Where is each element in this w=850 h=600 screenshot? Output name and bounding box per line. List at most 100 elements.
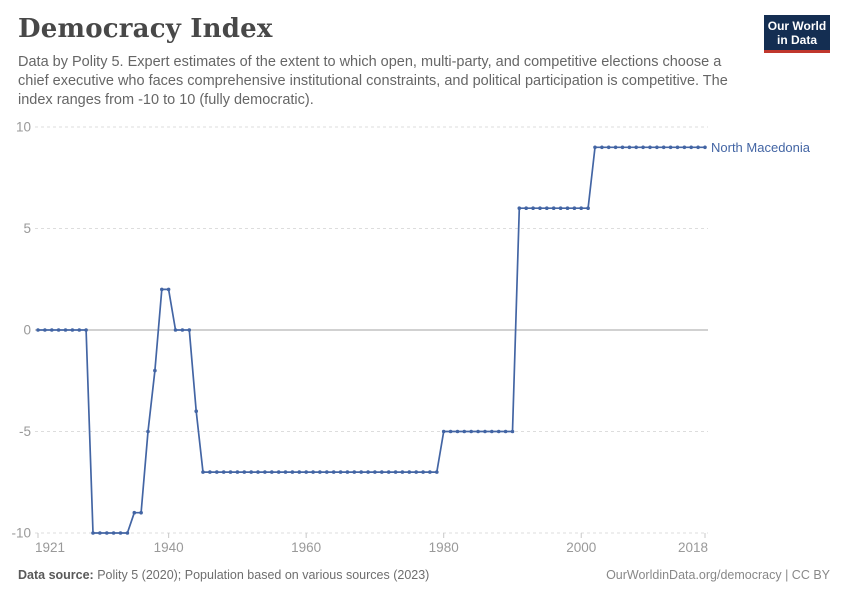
data-point[interactable] <box>166 287 171 292</box>
data-point[interactable] <box>606 145 611 150</box>
data-point[interactable] <box>483 429 487 434</box>
data-point[interactable] <box>586 206 590 210</box>
data-point[interactable] <box>276 470 281 474</box>
data-point[interactable] <box>221 470 226 474</box>
data-point[interactable] <box>43 328 47 332</box>
data-point[interactable] <box>290 470 295 474</box>
data-point[interactable] <box>675 145 680 150</box>
entity-label[interactable]: North Macedonia <box>711 140 811 155</box>
data-point[interactable] <box>84 328 88 332</box>
data-point[interactable] <box>331 470 336 474</box>
data-point[interactable] <box>105 531 109 535</box>
data-point[interactable] <box>558 206 563 210</box>
data-point[interactable] <box>235 470 240 474</box>
data-point[interactable] <box>187 328 192 332</box>
data-point[interactable] <box>283 470 288 474</box>
data-point[interactable] <box>153 368 157 373</box>
data-point[interactable] <box>435 470 439 474</box>
data-point[interactable] <box>524 206 528 210</box>
data-point[interactable] <box>180 328 185 332</box>
data-point[interactable] <box>215 470 219 474</box>
data-point[interactable] <box>565 206 570 210</box>
data-line[interactable] <box>38 146 705 534</box>
data-point[interactable] <box>318 470 322 474</box>
data-point[interactable] <box>91 531 95 535</box>
data-point[interactable] <box>476 429 480 434</box>
data-point[interactable] <box>572 206 577 210</box>
data-point[interactable] <box>297 470 302 474</box>
data-point[interactable] <box>648 145 652 150</box>
data-point[interactable] <box>380 470 384 474</box>
data-point[interactable] <box>400 470 405 474</box>
data-point[interactable] <box>139 510 143 515</box>
data-point[interactable] <box>366 470 370 474</box>
data-point[interactable] <box>311 470 315 474</box>
credit-link[interactable]: OurWorldinData.org/democracy | CC BY <box>606 568 830 582</box>
data-point[interactable] <box>304 470 309 474</box>
data-point[interactable] <box>655 145 659 150</box>
data-point[interactable] <box>627 145 632 150</box>
data-point[interactable] <box>359 470 364 474</box>
data-point[interactable] <box>270 470 274 474</box>
data-point[interactable] <box>201 470 205 474</box>
data-point[interactable] <box>63 328 68 332</box>
data-point[interactable] <box>517 206 522 210</box>
data-point[interactable] <box>345 470 350 474</box>
data-point[interactable] <box>600 145 604 150</box>
data-point[interactable] <box>373 470 377 474</box>
data-point[interactable] <box>352 470 357 474</box>
data-point[interactable] <box>613 145 618 150</box>
data-point[interactable] <box>36 328 40 332</box>
data-point[interactable] <box>263 470 267 474</box>
data-point[interactable] <box>407 470 412 474</box>
data-point[interactable] <box>173 328 178 332</box>
data-point[interactable] <box>551 206 556 210</box>
data-point[interactable] <box>132 510 137 515</box>
data-point[interactable] <box>696 145 700 150</box>
data-point[interactable] <box>50 328 54 332</box>
data-point[interactable] <box>111 531 116 535</box>
data-point[interactable] <box>208 470 212 474</box>
data-point[interactable] <box>448 429 453 434</box>
data-point[interactable] <box>462 429 467 434</box>
data-point[interactable] <box>242 470 247 474</box>
data-point[interactable] <box>503 429 508 434</box>
data-point[interactable] <box>228 470 233 474</box>
data-point[interactable] <box>455 429 460 434</box>
owid-logo[interactable]: Our World in Data <box>764 15 830 53</box>
data-point[interactable] <box>414 470 419 474</box>
data-point[interactable] <box>393 470 398 474</box>
data-point[interactable] <box>428 470 432 474</box>
data-point[interactable] <box>70 328 75 332</box>
data-point[interactable] <box>325 470 329 474</box>
data-point[interactable] <box>496 429 501 434</box>
data-point[interactable] <box>579 206 583 210</box>
data-point[interactable] <box>689 145 693 150</box>
data-point[interactable] <box>620 145 625 150</box>
data-point[interactable] <box>538 206 542 210</box>
data-point[interactable] <box>469 429 474 434</box>
data-point[interactable] <box>256 470 260 474</box>
data-point[interactable] <box>531 206 535 210</box>
data-point[interactable] <box>118 531 123 535</box>
data-point[interactable] <box>682 145 687 150</box>
data-point[interactable] <box>490 429 494 434</box>
data-point[interactable] <box>77 328 82 332</box>
data-point[interactable] <box>98 531 102 535</box>
data-point[interactable] <box>668 145 673 150</box>
data-point[interactable] <box>338 470 343 474</box>
data-point[interactable] <box>249 470 253 474</box>
data-point[interactable] <box>593 145 597 150</box>
data-point[interactable] <box>641 145 645 150</box>
data-point[interactable] <box>510 429 515 434</box>
data-point[interactable] <box>194 409 198 414</box>
data-point[interactable] <box>441 429 446 434</box>
data-point[interactable] <box>386 470 391 474</box>
data-point[interactable] <box>634 145 638 150</box>
data-point[interactable] <box>661 145 666 150</box>
data-point[interactable] <box>545 206 549 210</box>
data-point[interactable] <box>125 531 130 535</box>
data-point[interactable] <box>146 429 150 434</box>
data-point[interactable] <box>703 145 707 150</box>
